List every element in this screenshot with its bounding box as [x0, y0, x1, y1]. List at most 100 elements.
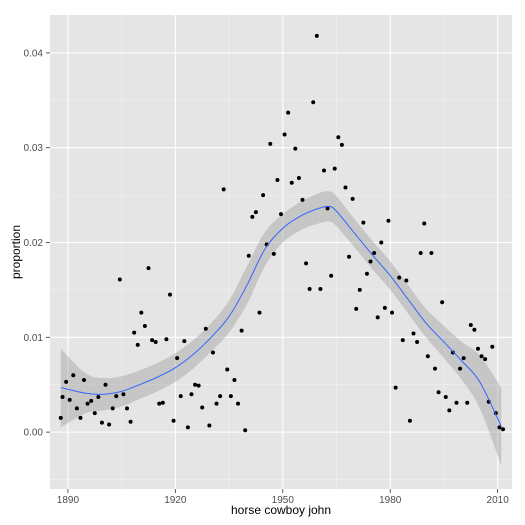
data-point — [196, 383, 201, 388]
data-points — [58, 33, 506, 433]
data-point — [153, 340, 158, 345]
data-point — [475, 346, 480, 351]
data-point — [117, 277, 122, 282]
data-point — [429, 250, 434, 255]
data-point — [125, 406, 129, 411]
data-point — [64, 379, 69, 384]
x-tick-label: 1920 — [164, 495, 187, 506]
data-point — [110, 406, 115, 411]
data-point — [114, 394, 119, 399]
data-point — [67, 397, 72, 402]
data-point — [325, 206, 330, 211]
data-point — [218, 394, 223, 399]
data-point — [157, 401, 162, 406]
data-point — [497, 425, 502, 430]
data-point — [436, 390, 441, 395]
data-point — [175, 356, 180, 361]
data-point — [300, 197, 305, 202]
y-axis-title: proportion — [9, 225, 23, 279]
x-axis-title: horse cowboy john — [231, 503, 331, 517]
data-point — [74, 406, 79, 411]
data-point — [282, 132, 287, 137]
data-point — [304, 261, 309, 266]
y-tick-label: 0.01 — [24, 333, 44, 344]
data-point — [354, 306, 359, 311]
data-point — [225, 367, 230, 372]
data-point — [107, 422, 112, 427]
data-point — [189, 392, 194, 397]
data-point — [390, 310, 395, 315]
data-point — [289, 180, 294, 185]
data-point — [58, 415, 63, 420]
data-point — [382, 305, 387, 310]
data-point — [490, 344, 495, 349]
data-point — [246, 253, 251, 258]
data-point — [268, 141, 273, 146]
data-point — [132, 330, 137, 335]
data-point — [96, 395, 101, 400]
data-point — [372, 250, 377, 255]
data-point — [501, 427, 506, 432]
data-point — [361, 220, 366, 225]
x-tick-label: 1980 — [379, 495, 402, 506]
data-point — [307, 286, 312, 291]
data-point — [164, 337, 169, 342]
x-axis: 1890 1920 1950 1980 2010 — [57, 489, 509, 506]
data-point — [329, 273, 334, 278]
data-point — [232, 377, 237, 382]
data-point — [386, 218, 391, 223]
data-point — [357, 287, 362, 292]
smooth-trend-line — [60, 205, 502, 427]
data-point — [239, 328, 244, 333]
data-point — [128, 419, 133, 424]
data-point — [279, 212, 283, 217]
data-point — [483, 357, 488, 362]
data-point — [85, 401, 90, 406]
data-point — [60, 395, 65, 400]
data-point — [146, 266, 151, 271]
data-point — [210, 350, 215, 355]
data-point — [142, 323, 147, 328]
plot-panel — [50, 15, 512, 489]
data-point — [461, 356, 466, 361]
data-point — [454, 400, 459, 405]
data-point — [450, 350, 455, 355]
data-point — [99, 420, 104, 425]
data-point — [271, 251, 276, 256]
y-tick-label: 0.02 — [24, 238, 44, 249]
data-point — [350, 196, 355, 201]
data-point — [82, 377, 87, 382]
data-point — [407, 418, 412, 423]
data-point — [89, 398, 94, 403]
data-point — [92, 411, 97, 416]
data-point — [296, 176, 301, 181]
data-point — [182, 339, 187, 344]
data-point — [139, 310, 144, 315]
data-point — [311, 100, 316, 105]
data-point — [257, 310, 262, 315]
data-point — [397, 275, 402, 280]
data-point — [418, 250, 423, 255]
major-gridlines — [50, 15, 512, 489]
data-point — [479, 354, 484, 359]
data-point — [250, 214, 255, 219]
data-point — [422, 221, 427, 226]
minor-gridlines — [50, 15, 512, 489]
data-point — [336, 135, 341, 140]
data-point — [207, 423, 212, 428]
data-point — [368, 259, 373, 264]
data-point — [393, 385, 398, 390]
data-point — [167, 292, 172, 297]
data-point — [171, 418, 176, 423]
data-point — [214, 401, 219, 406]
data-point — [200, 405, 205, 410]
data-point — [253, 210, 258, 215]
data-point — [71, 373, 76, 378]
data-point — [458, 366, 463, 371]
data-point — [221, 187, 226, 192]
data-point — [286, 110, 291, 115]
data-point — [261, 193, 266, 198]
data-point — [425, 354, 430, 359]
y-tick-label: 0.04 — [24, 48, 44, 59]
data-point — [364, 271, 369, 276]
